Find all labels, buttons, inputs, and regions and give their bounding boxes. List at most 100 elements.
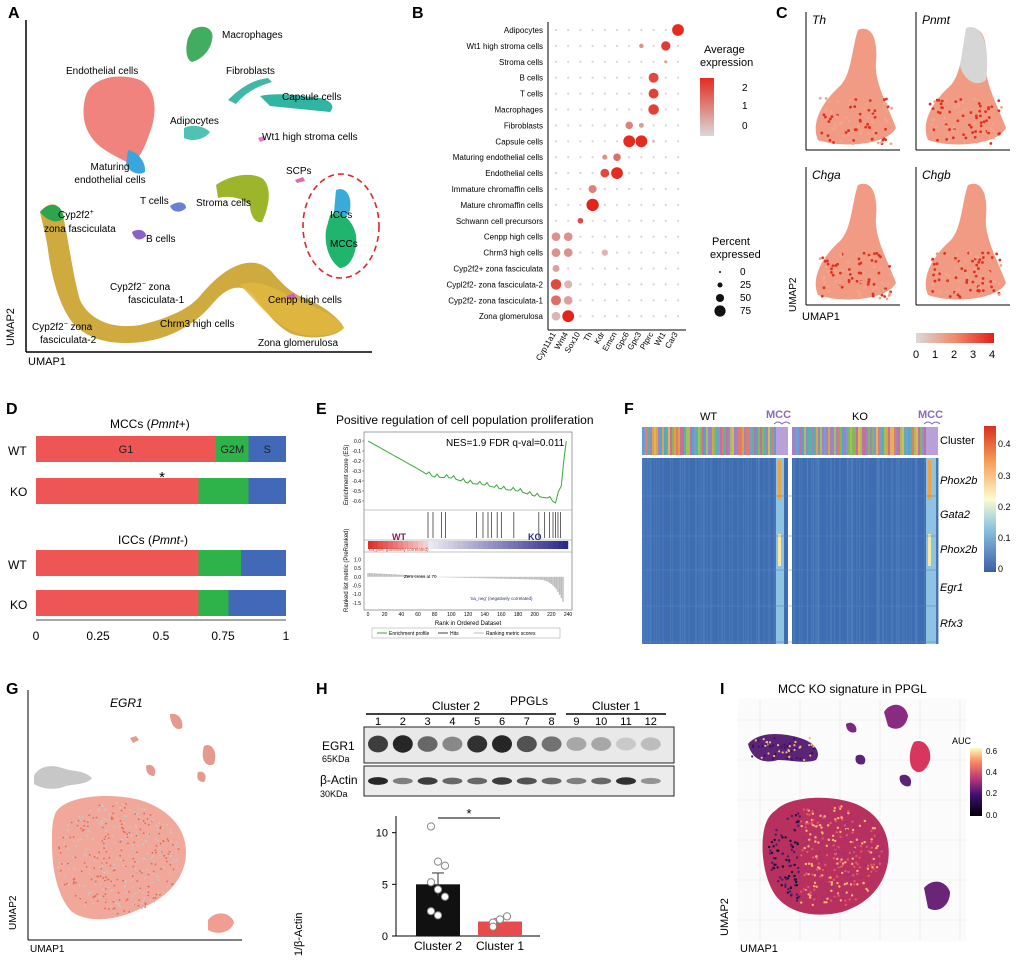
i-cell bbox=[806, 850, 809, 854]
dot bbox=[676, 299, 680, 302]
i-cell bbox=[857, 839, 860, 842]
feat-cell bbox=[965, 281, 969, 284]
g-cell bbox=[129, 826, 132, 829]
cluster-strip bbox=[786, 427, 788, 455]
g-cell bbox=[152, 872, 155, 875]
d-tick-2: 0.5 bbox=[153, 629, 170, 643]
dot bbox=[615, 60, 619, 63]
g-cell bbox=[105, 818, 108, 821]
feat-cell bbox=[995, 252, 999, 256]
feat-cell bbox=[866, 116, 869, 120]
metric-tick-label: -1.0 bbox=[352, 592, 361, 598]
dot bbox=[603, 283, 606, 286]
es-tick-label: -0.5 bbox=[352, 489, 361, 495]
g-cell bbox=[67, 824, 69, 827]
g-cell bbox=[147, 894, 150, 897]
i-cell bbox=[862, 837, 865, 841]
i-cell bbox=[865, 845, 868, 848]
i-cell bbox=[797, 866, 800, 870]
g-cell bbox=[171, 883, 174, 886]
cluster-strip bbox=[800, 427, 802, 455]
dot bbox=[640, 267, 643, 270]
cluster-strip bbox=[720, 427, 722, 455]
heatmap-streak bbox=[896, 458, 898, 644]
cluster-strip bbox=[660, 427, 662, 455]
cluster-strip bbox=[894, 427, 896, 455]
heatmap-streak bbox=[936, 458, 938, 644]
heatmap-streak bbox=[662, 458, 664, 644]
panel-e: E Positive regulation of cell population… bbox=[316, 401, 594, 639]
g-cell bbox=[92, 816, 95, 819]
dot bbox=[579, 60, 582, 63]
g-cell bbox=[116, 819, 119, 822]
i-cell bbox=[811, 873, 814, 876]
feat-cell bbox=[999, 264, 1003, 267]
i-cell bbox=[787, 887, 790, 891]
feat-cell bbox=[884, 286, 888, 290]
dot-row-label: Chrm3 high cells bbox=[483, 249, 543, 258]
i-cell bbox=[775, 843, 778, 846]
heatmap-streak bbox=[895, 458, 897, 644]
label-zona-glomerulosa: Zona glomerulosa bbox=[258, 338, 338, 349]
umap-bcells bbox=[132, 229, 146, 240]
i-cell bbox=[851, 828, 855, 832]
cluster-strip bbox=[844, 427, 846, 455]
feat-cell bbox=[989, 280, 993, 283]
heatmap-streak bbox=[817, 458, 819, 644]
g-cell bbox=[159, 842, 162, 845]
feat-cell bbox=[877, 254, 881, 257]
i-cell bbox=[849, 813, 853, 816]
dot bbox=[567, 60, 570, 63]
dot bbox=[591, 44, 594, 48]
heatmap-streak bbox=[905, 458, 907, 644]
feat-shape bbox=[925, 183, 1006, 300]
label-macrophages: Macrophages bbox=[222, 30, 283, 41]
i-cell bbox=[770, 840, 774, 844]
feat-cell bbox=[977, 260, 981, 264]
dot bbox=[603, 235, 606, 238]
cluster-strip bbox=[916, 427, 918, 455]
g-cell bbox=[139, 887, 141, 890]
g-cell bbox=[162, 840, 165, 843]
g-cell bbox=[96, 893, 99, 896]
feat-cell bbox=[847, 129, 850, 132]
feat-cell bbox=[987, 271, 991, 274]
i-cell bbox=[851, 877, 854, 880]
feat-cell bbox=[948, 128, 951, 131]
g-cell bbox=[98, 866, 101, 869]
dot bbox=[554, 124, 558, 127]
i-cell bbox=[811, 847, 814, 851]
g-cell bbox=[101, 822, 104, 825]
i-cell bbox=[778, 876, 782, 879]
dot bbox=[628, 235, 631, 238]
feat-cell bbox=[989, 126, 993, 130]
feat-cell bbox=[976, 255, 980, 259]
cluster-strip bbox=[650, 427, 652, 455]
feat-cell bbox=[975, 263, 979, 267]
c-tick-4: 4 bbox=[989, 349, 995, 361]
i-cell bbox=[844, 869, 847, 873]
mcc-icc-highlight bbox=[302, 173, 380, 279]
heatmap-streak bbox=[758, 458, 760, 644]
g-cell bbox=[143, 897, 146, 899]
gsea-neg-corr: 'na_neg' (negatively correlated) bbox=[470, 596, 533, 601]
feat-cell bbox=[979, 130, 982, 134]
dot bbox=[676, 108, 680, 111]
dot bbox=[591, 172, 594, 175]
i-cell bbox=[819, 823, 822, 827]
i-cell bbox=[765, 741, 768, 744]
feat-cell bbox=[969, 125, 973, 129]
i-cell bbox=[783, 743, 786, 746]
feat-cell bbox=[826, 134, 830, 138]
cluster-strip bbox=[690, 427, 692, 455]
feat-cell bbox=[997, 282, 1001, 286]
i-cell bbox=[880, 850, 883, 853]
rank-strip bbox=[493, 541, 499, 549]
i-cell bbox=[818, 862, 821, 865]
g-cell bbox=[122, 859, 125, 862]
i-cell bbox=[794, 740, 797, 744]
h-point bbox=[502, 912, 512, 921]
dot bbox=[664, 187, 667, 191]
g-main-cluster bbox=[52, 796, 186, 920]
i-cell bbox=[839, 899, 843, 902]
